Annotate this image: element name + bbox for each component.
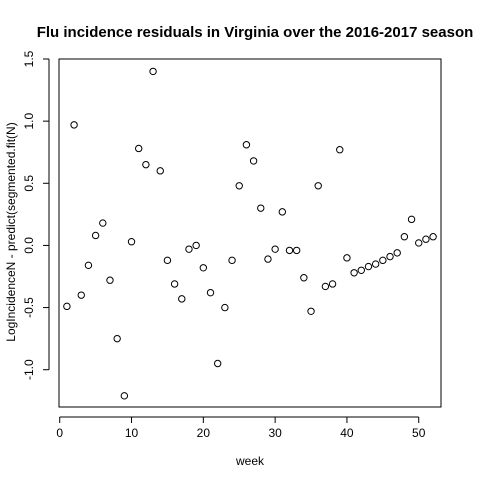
x-tick-label: 0 [56,426,63,440]
data-point [386,252,394,261]
data-point [249,157,258,165]
data-point [307,307,315,315]
x-axis: 0 10 20 30 40 50 [56,416,426,440]
data-point [321,282,330,291]
data-point [91,231,100,240]
data-point [228,256,236,265]
y-tick-label: -0.5 [22,297,36,318]
y-tick-label: 0.5 [22,175,36,192]
y-tick-label: 0.0 [22,237,36,254]
data-point [343,254,351,262]
data-point [400,233,409,241]
data-point [314,182,322,190]
data-point [379,256,387,265]
data-points [63,67,437,400]
chart-title: Flu incidence residuals in Virginia over… [37,24,474,41]
x-tick-label: 10 [125,426,139,440]
data-point [163,256,172,265]
data-point [113,334,121,343]
data-point [77,291,85,299]
data-point [300,274,308,282]
data-point [199,264,208,272]
y-tick-label: -1.0 [22,359,36,380]
data-point [127,238,136,246]
y-tick-label: 1.0 [22,112,36,129]
x-tick-label: 30 [268,426,282,440]
data-point [407,215,416,224]
data-point [285,246,294,255]
y-tick-label: 1.5 [22,50,36,67]
data-point [257,204,265,212]
data-point [84,261,93,270]
x-tick-label: 50 [412,426,426,440]
data-point [393,249,401,257]
data-point [99,219,107,227]
data-point [185,245,193,253]
data-point [328,280,337,288]
data-point [264,255,272,263]
data-point [336,146,344,154]
data-point [170,280,179,288]
data-point [70,121,78,129]
plot-frame [58,58,442,408]
data-point [142,160,150,169]
y-axis: -1.0 -0.5 0.0 0.5 1.0 1.5 [22,50,50,380]
data-point [206,288,215,297]
data-point [221,303,229,312]
x-axis-label: week [235,454,265,468]
data-point [149,67,157,76]
data-point [178,295,186,303]
data-point [106,276,114,284]
x-tick-label: 20 [197,426,211,440]
data-point [371,260,380,268]
data-point [357,266,365,274]
data-point [120,392,129,400]
data-point [242,141,251,149]
data-point [278,208,287,216]
data-point [63,302,71,311]
data-point [415,239,423,247]
data-point [271,245,279,253]
data-point [429,233,437,241]
data-point [350,269,358,277]
x-tick-label: 40 [340,426,354,440]
data-point [422,235,430,243]
data-point [156,167,164,175]
data-point [135,144,143,153]
y-axis-label: LogIncidenceN - predict(segmented.fit(N) [4,122,18,341]
data-point [235,182,243,190]
data-point [192,241,200,250]
data-point [213,359,222,368]
data-point [364,262,373,271]
data-point [292,246,301,255]
